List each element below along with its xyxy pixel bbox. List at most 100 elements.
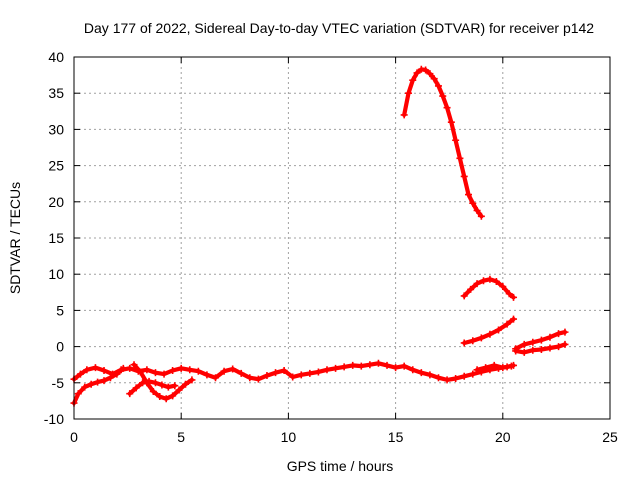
data-point bbox=[439, 92, 447, 100]
x-tick-label: 25 bbox=[602, 429, 618, 445]
data-point bbox=[434, 374, 442, 382]
data-point bbox=[171, 382, 179, 390]
data-point bbox=[297, 371, 305, 379]
data-point bbox=[404, 89, 412, 97]
data-point bbox=[100, 366, 108, 374]
data-point bbox=[126, 390, 134, 398]
data-point bbox=[400, 362, 408, 370]
x-axis-label: GPS time / hours bbox=[287, 458, 394, 474]
data-point bbox=[332, 364, 340, 372]
data-point bbox=[194, 367, 202, 375]
data-point bbox=[229, 365, 237, 373]
data-point bbox=[289, 373, 297, 381]
data-point bbox=[254, 375, 262, 383]
data-point bbox=[499, 283, 507, 291]
data-point bbox=[467, 285, 475, 293]
data-point bbox=[186, 366, 194, 374]
x-tick-label: 10 bbox=[281, 429, 297, 445]
data-point bbox=[469, 199, 477, 207]
data-point bbox=[520, 340, 528, 348]
data-point bbox=[537, 345, 545, 353]
data-point bbox=[151, 369, 159, 377]
data-point bbox=[169, 392, 177, 400]
data-point bbox=[139, 379, 147, 387]
data-point bbox=[469, 370, 477, 378]
data-point bbox=[426, 371, 434, 379]
data-point bbox=[156, 393, 164, 401]
y-tick-label: 30 bbox=[48, 121, 64, 137]
y-tick-label: 0 bbox=[56, 339, 64, 355]
y-tick-label: 5 bbox=[56, 302, 64, 318]
data-point bbox=[510, 315, 518, 323]
data-point bbox=[460, 339, 468, 347]
data-point bbox=[149, 387, 157, 395]
data-point bbox=[314, 368, 322, 376]
data-point bbox=[529, 338, 537, 346]
data-point bbox=[452, 136, 460, 144]
data-point bbox=[164, 383, 172, 391]
data-point bbox=[181, 380, 189, 388]
data-point bbox=[130, 361, 138, 369]
data-point bbox=[175, 386, 183, 394]
data-point bbox=[482, 364, 490, 372]
data-point bbox=[503, 320, 511, 328]
data-point bbox=[162, 395, 170, 403]
data-point bbox=[473, 280, 481, 288]
data-point bbox=[512, 347, 520, 355]
data-point bbox=[323, 366, 331, 374]
data-point bbox=[145, 377, 153, 385]
data-point bbox=[434, 82, 442, 90]
data-point bbox=[349, 361, 357, 369]
axis-ticks: 0 5 10 15 20 25 -10 -5 0 5 10 15 20 25 30 35 40 bbox=[44, 49, 618, 445]
data-point bbox=[499, 364, 507, 372]
data-point bbox=[510, 293, 518, 301]
data-point bbox=[492, 277, 500, 285]
data-point bbox=[537, 336, 545, 344]
data-point bbox=[473, 206, 481, 214]
data-point bbox=[409, 76, 417, 84]
data-point bbox=[143, 366, 151, 374]
data-point bbox=[456, 154, 464, 162]
data-point bbox=[220, 367, 228, 375]
data-point bbox=[237, 369, 245, 377]
grid-lines bbox=[74, 57, 610, 419]
data-point bbox=[555, 330, 563, 338]
data-point bbox=[486, 275, 494, 283]
data-point bbox=[340, 363, 348, 371]
data-point bbox=[126, 364, 134, 372]
data-point bbox=[477, 334, 485, 342]
data-point bbox=[357, 362, 365, 370]
data-point bbox=[473, 366, 481, 374]
data-point bbox=[158, 381, 166, 389]
y-tick-label: 40 bbox=[48, 49, 64, 65]
data-point bbox=[83, 366, 91, 374]
data-point bbox=[477, 212, 485, 220]
data-point bbox=[443, 376, 451, 384]
y-tick-label: 35 bbox=[48, 85, 64, 101]
x-tick-label: 20 bbox=[495, 429, 511, 445]
y-axis-label: SDTVAR / TECUs bbox=[7, 182, 23, 294]
data-point bbox=[188, 376, 196, 384]
data-point bbox=[460, 372, 468, 380]
data-point bbox=[151, 379, 159, 387]
data-point bbox=[100, 377, 108, 385]
y-tick-label: 25 bbox=[48, 158, 64, 174]
data-point bbox=[495, 326, 503, 334]
data-point bbox=[119, 364, 127, 372]
data-point bbox=[452, 374, 460, 382]
data-point bbox=[417, 369, 425, 377]
data-point bbox=[561, 328, 569, 336]
data-point bbox=[212, 374, 220, 382]
y-tick-label: 15 bbox=[48, 230, 64, 246]
data-point bbox=[91, 364, 99, 372]
y-tick-label: -10 bbox=[44, 411, 64, 427]
data-point bbox=[169, 366, 177, 374]
data-point bbox=[306, 369, 314, 377]
data-point bbox=[561, 340, 569, 348]
data-point bbox=[529, 346, 537, 354]
data-point bbox=[136, 368, 144, 376]
x-tick-label: 5 bbox=[177, 429, 185, 445]
data-point bbox=[447, 118, 455, 126]
data-point bbox=[383, 361, 391, 369]
